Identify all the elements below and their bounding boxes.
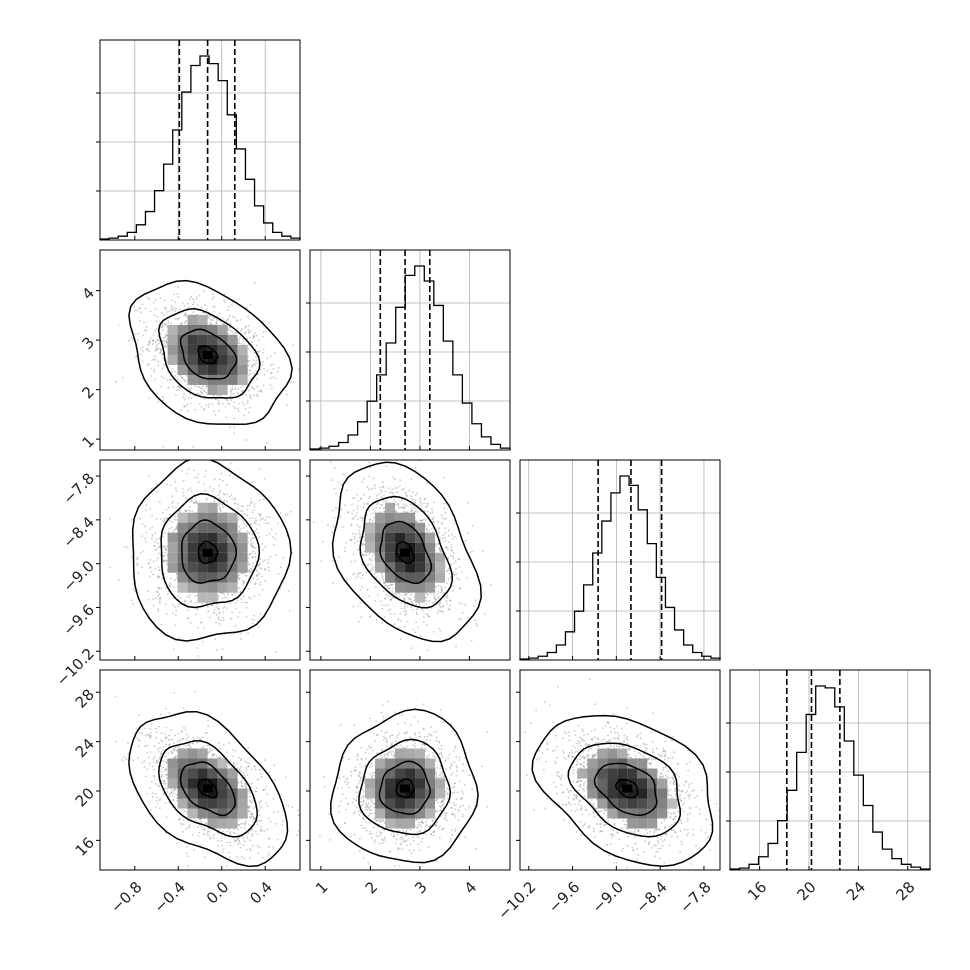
y-tick-label: 16 — [72, 834, 98, 860]
panel-content — [312, 460, 492, 652]
density-contour — [158, 740, 258, 838]
y-tick-label: −7.8 — [60, 469, 98, 507]
histogram-step — [729, 685, 931, 870]
density-contour — [128, 279, 293, 426]
histogram-step — [519, 475, 721, 660]
histogram-panel-1 — [96, 39, 301, 241]
density-contour — [379, 520, 433, 585]
histogram-panel-2 — [306, 249, 511, 451]
scatter-panel-2-1 — [96, 249, 301, 451]
panel-content — [108, 460, 294, 657]
x-tick-label: −0.8 — [107, 878, 145, 916]
density-contour — [197, 540, 219, 565]
density-contour — [330, 708, 479, 864]
density-contour — [593, 762, 658, 817]
density-contour — [395, 778, 415, 799]
x-tick-label: −0.4 — [151, 878, 189, 916]
scatter-panel-3-2 — [306, 459, 511, 661]
histogram-step — [99, 55, 301, 240]
x-tick-label: −9.0 — [589, 878, 627, 916]
y-tick-label: −9.0 — [60, 557, 98, 595]
density-peak — [622, 784, 633, 793]
density-contour — [179, 761, 236, 817]
x-tick-label: 20 — [794, 878, 820, 904]
scatter-panel-3-1 — [96, 459, 301, 661]
y-tick-label: 1 — [79, 432, 98, 451]
x-tick-label: −9.6 — [545, 878, 583, 916]
density-contour — [179, 328, 238, 380]
scatter-panel-4-1 — [96, 669, 301, 871]
x-tick-label: 16 — [744, 878, 770, 904]
density-contour — [331, 461, 482, 643]
histogram-panel-4 — [726, 669, 931, 871]
panel-content — [114, 690, 300, 868]
x-tick-label: −7.8 — [676, 878, 714, 916]
x-tick-label: −10.2 — [494, 878, 539, 923]
x-tick-label: 0.4 — [246, 878, 276, 908]
panel-content — [115, 279, 300, 448]
panel-content — [524, 678, 720, 869]
panel-background — [730, 670, 930, 870]
panel-frame — [519, 459, 721, 661]
density-contour — [157, 308, 261, 399]
panel-frame — [99, 459, 301, 661]
density-contour — [359, 495, 454, 609]
density-cells — [167, 314, 248, 395]
x-tick-label: 1 — [312, 878, 331, 897]
y-tick-label: 28 — [72, 686, 98, 712]
panel-frame — [309, 459, 511, 661]
density-contour — [358, 738, 452, 836]
panel-content — [319, 700, 489, 867]
density-peak — [400, 784, 411, 793]
panel-frame — [309, 249, 511, 451]
density-contour — [378, 760, 431, 815]
x-tick-label: 4 — [461, 878, 480, 897]
density-cells — [365, 502, 446, 603]
density-contour — [128, 710, 289, 868]
density-peak — [202, 784, 213, 793]
y-tick-label: −9.6 — [60, 601, 98, 639]
panel-frame — [99, 39, 301, 241]
y-tick-label: −8.4 — [60, 513, 98, 551]
density-contour — [160, 493, 261, 609]
panel-frame — [99, 249, 301, 451]
density-peak — [202, 350, 213, 359]
panel-frame — [99, 669, 301, 871]
panel-background — [310, 250, 510, 450]
density-contour — [395, 541, 415, 565]
density-peak — [202, 548, 213, 557]
x-tick-label: 0.0 — [203, 878, 233, 908]
density-cells — [577, 748, 678, 829]
scatter-panel-4-3 — [516, 669, 721, 871]
y-tick-label: 3 — [79, 333, 98, 352]
panel-frame — [309, 669, 511, 871]
scatter-panel-4-2 — [306, 669, 511, 871]
y-tick-label: −10.2 — [53, 645, 98, 690]
x-tick-label: 3 — [411, 878, 430, 897]
density-peak — [400, 548, 411, 557]
y-tick-label: 2 — [79, 383, 98, 402]
histogram-panel-3 — [516, 459, 721, 661]
panel-frame — [519, 669, 721, 871]
density-cells — [167, 502, 248, 603]
x-tick-label: −8.4 — [632, 878, 670, 916]
x-tick-label: 2 — [362, 878, 381, 897]
density-contour — [531, 714, 714, 867]
x-tick-label: 28 — [892, 878, 918, 904]
y-tick-label: 24 — [72, 735, 98, 761]
x-tick-label: 24 — [843, 878, 869, 904]
panel-layer — [96, 39, 931, 871]
panel-frame — [729, 669, 931, 871]
density-contour — [181, 519, 238, 584]
panel-background — [100, 40, 300, 240]
histogram-step — [309, 265, 511, 450]
y-tick-label: 20 — [72, 784, 98, 810]
density-contour — [197, 778, 218, 799]
density-contour — [197, 345, 219, 365]
density-contour — [131, 460, 292, 642]
density-contour — [567, 742, 681, 838]
density-contour — [615, 778, 639, 799]
y-tick-label: 4 — [79, 284, 98, 303]
